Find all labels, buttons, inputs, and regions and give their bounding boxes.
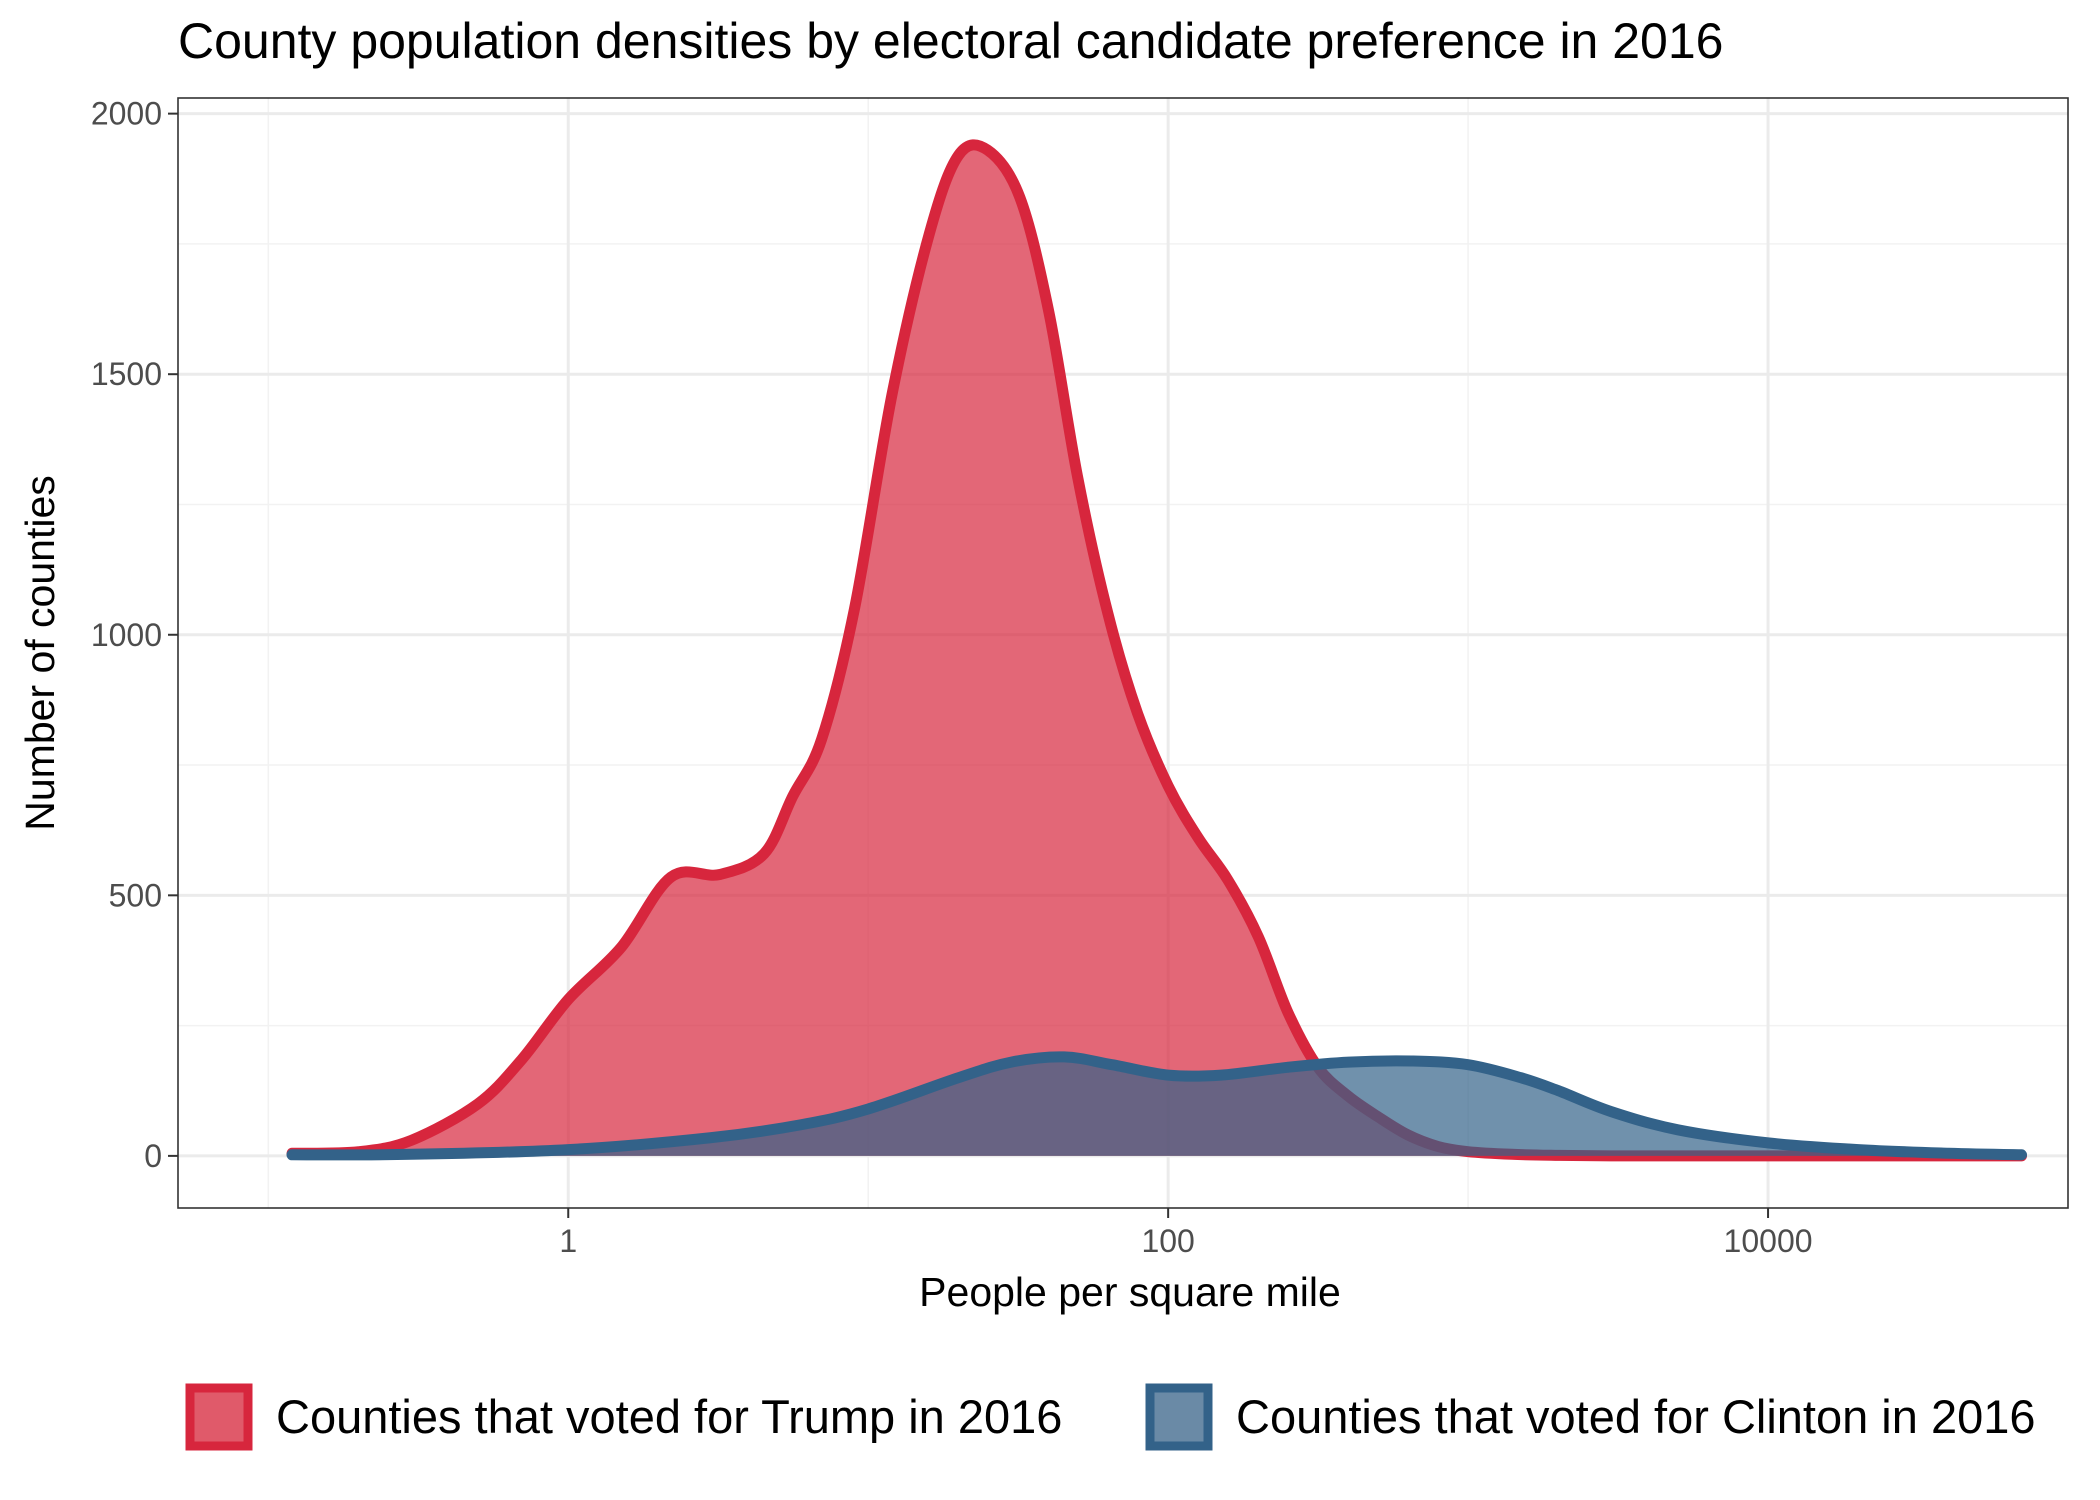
x-tick-label-0: 1	[559, 1223, 577, 1259]
y-tick-label-2: 1000	[91, 617, 162, 653]
series-area-0	[292, 144, 2022, 1156]
legend-label-0: Counties that voted for Trump in 2016	[276, 1390, 1062, 1443]
y-tick-label-1: 500	[109, 877, 162, 913]
x-tick-label-1: 100	[1141, 1223, 1194, 1259]
y-tick-label-3: 1500	[91, 356, 162, 392]
x-axis-title: People per square mile	[919, 1269, 1341, 1315]
series-area-1	[292, 1056, 2022, 1156]
x-tick-label-2: 10000	[1724, 1223, 1813, 1259]
legend-key-0	[185, 1383, 253, 1451]
legend: Counties that voted for Trump in 2016 Cou…	[185, 1383, 2036, 1451]
series-line-1	[286, 1051, 2027, 1161]
axes: 0 500 1000 1500 2000 1 100 10000	[91, 96, 1813, 1259]
legend-item-0: Counties that voted for Trump in 2016	[185, 1383, 1062, 1451]
y-tick-label-0: 0	[144, 1138, 162, 1174]
series-0	[286, 139, 2027, 1162]
chart-title: County population densities by electoral…	[178, 13, 1723, 69]
legend-item-1: Counties that voted for Clinton in 2016	[1145, 1383, 2036, 1451]
y-axis-title: Number of counties	[17, 475, 63, 831]
y-tick-label-4: 2000	[91, 96, 162, 132]
series-1	[286, 1051, 2027, 1161]
plot-panel-border	[177, 97, 2069, 1209]
series-layer	[286, 139, 2027, 1162]
legend-label-1: Counties that voted for Clinton in 2016	[1236, 1390, 2036, 1443]
legend-key-1	[1145, 1383, 1213, 1451]
